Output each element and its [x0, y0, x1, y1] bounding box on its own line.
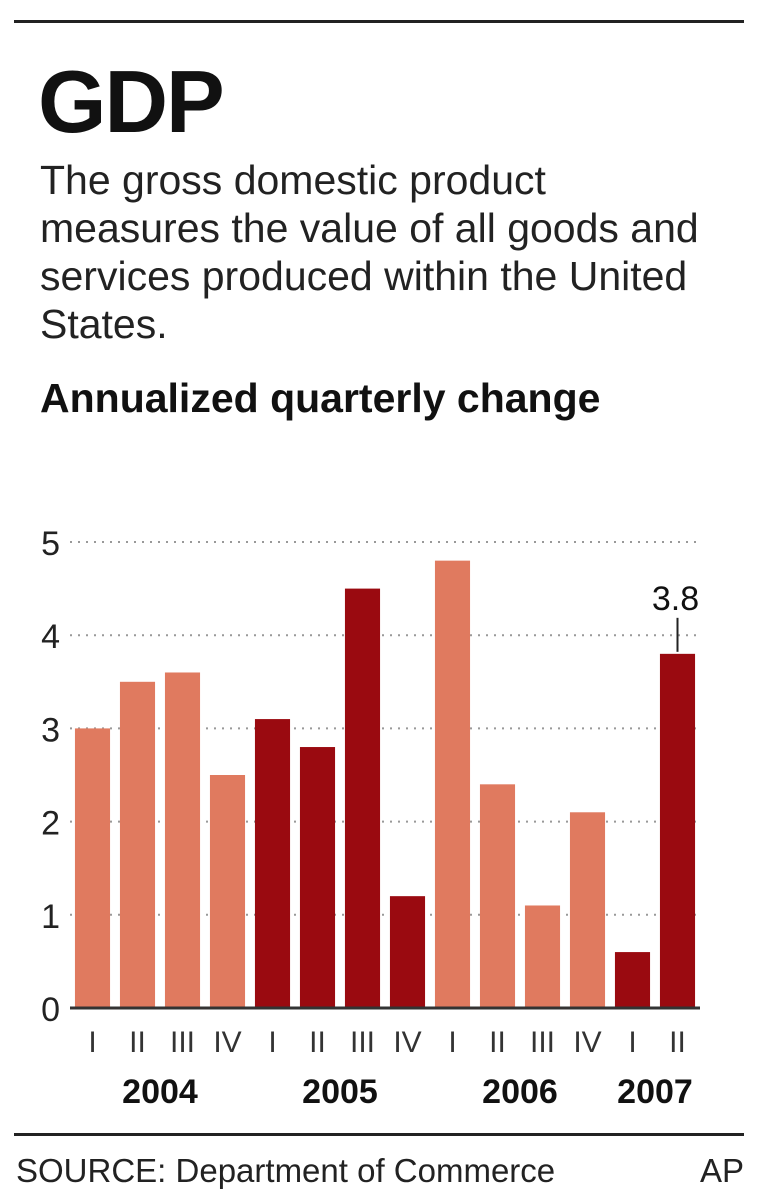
- x-tick-label: II: [129, 1026, 146, 1059]
- bar: [614, 952, 651, 1008]
- year-label: 2004: [122, 1073, 198, 1111]
- bar: [119, 681, 156, 1008]
- bar: [659, 653, 696, 1008]
- x-tick-label: IV: [573, 1026, 601, 1059]
- bar: [524, 905, 561, 1008]
- x-tick-label: IV: [393, 1026, 421, 1059]
- bar: [479, 784, 516, 1008]
- source-note: SOURCE: Department of Commerce: [16, 1152, 556, 1189]
- bar: [299, 747, 336, 1008]
- footer: SOURCE: Department of Commerce AP: [16, 1152, 744, 1190]
- chart-description: The gross domestic product measures the …: [40, 157, 699, 347]
- bar: [164, 672, 201, 1008]
- x-tick-label: II: [489, 1026, 506, 1059]
- x-tick-label: III: [350, 1026, 375, 1059]
- bar: [209, 775, 246, 1008]
- x-tick-label: I: [268, 1026, 276, 1059]
- x-tick-label: III: [530, 1026, 555, 1059]
- x-tick-label: II: [669, 1026, 686, 1059]
- x-tick-label: IV: [213, 1026, 241, 1059]
- top-rule: [14, 20, 744, 23]
- y-tick-label: 4: [41, 618, 60, 656]
- y-tick-label: 0: [41, 991, 60, 1029]
- x-tick-label: II: [309, 1026, 326, 1059]
- year-label: 2006: [482, 1073, 558, 1111]
- x-tick-label: I: [88, 1026, 96, 1059]
- bar: [389, 896, 426, 1008]
- y-tick-label: 3: [41, 711, 60, 749]
- bottom-rule: [14, 1133, 744, 1136]
- x-tick-label: I: [448, 1026, 456, 1059]
- credit-note: AP: [699, 1152, 744, 1189]
- bar: [344, 588, 381, 1008]
- y-tick-label: 1: [41, 898, 60, 936]
- bar: [434, 560, 471, 1008]
- y-tick-label: 2: [41, 805, 60, 843]
- x-tick-label: I: [628, 1026, 636, 1059]
- bar: [569, 812, 606, 1008]
- x-tick-label: III: [170, 1026, 195, 1059]
- y-tick-label: 5: [41, 525, 60, 563]
- bar: [74, 728, 111, 1008]
- bar: [254, 719, 291, 1008]
- data-label: 3.8: [652, 580, 699, 618]
- year-label: 2005: [302, 1073, 378, 1111]
- chart-subtitle: Annualized quarterly change: [40, 375, 601, 421]
- chart-title: GDP: [38, 52, 225, 151]
- year-label: 2007: [617, 1073, 693, 1111]
